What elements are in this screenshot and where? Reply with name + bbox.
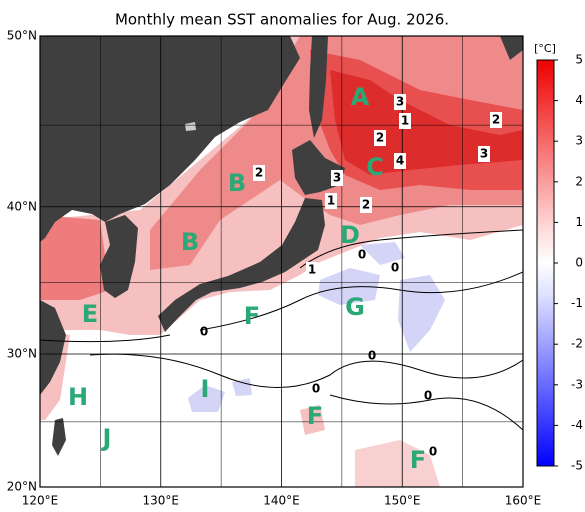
- contour-label: 0: [358, 248, 366, 262]
- contour-label: 2: [376, 131, 384, 145]
- colorbar-tick-label: -1: [571, 296, 583, 310]
- lon-tick-label: 130°E: [143, 494, 180, 508]
- region-label: D: [340, 221, 360, 249]
- lon-tick-label: 150°E: [384, 494, 421, 508]
- colorbar-tick-label: 5: [575, 53, 583, 67]
- colorbar-tick-label: 4: [575, 93, 583, 107]
- colorbar-tick-label: -5: [571, 459, 583, 473]
- lon-tick-label: 160°E: [505, 494, 542, 508]
- colorbar-tick-label: -3: [571, 377, 583, 391]
- contour-label: 4: [396, 154, 404, 168]
- region-label: B: [228, 169, 246, 197]
- colorbar-tick-label: 3: [575, 134, 583, 148]
- colorbar-unit: [°C]: [534, 42, 556, 55]
- title: Monthly mean SST anomalies for Aug. 2026…: [115, 11, 449, 29]
- contour-label: 2: [255, 166, 263, 180]
- region-label: B: [181, 228, 199, 256]
- contour-label: 2: [492, 113, 500, 127]
- contour-label-bg: [253, 165, 265, 181]
- contour-label: 3: [480, 147, 488, 161]
- contour-label: 0: [368, 349, 376, 363]
- region-label: G: [345, 293, 365, 321]
- contour-label: 0: [312, 382, 320, 396]
- contour-label-bg: [331, 170, 343, 186]
- contour-label: 0: [429, 445, 437, 459]
- contour-label: 1: [327, 194, 335, 208]
- contour-label-bg: [490, 112, 502, 128]
- contour-label: 0: [200, 325, 208, 339]
- region-label: H: [68, 383, 88, 411]
- contour-label: 0: [424, 389, 432, 403]
- lat-tick-label: 20°N: [7, 480, 37, 494]
- contour-label-bg: [399, 113, 411, 129]
- region-label: J: [101, 424, 112, 452]
- region-label: C: [366, 153, 384, 181]
- region-label: F: [307, 402, 323, 430]
- contour-label-bg: [360, 197, 372, 213]
- colorbar-tick-label: 2: [575, 174, 583, 188]
- contour-label-bg: [394, 153, 406, 169]
- map-frame: [39, 35, 524, 488]
- lon-tick-label: 140°E: [263, 494, 300, 508]
- contour-label-bg: [478, 146, 490, 162]
- contour-label-bg: [394, 94, 406, 110]
- colorbar-tick-label: -2: [571, 337, 583, 351]
- lat-tick-label: 50°N: [7, 29, 37, 43]
- contour-label: 3: [396, 95, 404, 109]
- region-label: F: [410, 446, 426, 474]
- lon-tick-label: 120°E: [22, 494, 59, 508]
- contour-label: 1: [308, 263, 316, 277]
- region-label: I: [201, 375, 210, 403]
- contour-label: 3: [333, 171, 341, 185]
- colorbar-tick-label: -4: [571, 418, 583, 432]
- region-label: F: [244, 302, 260, 330]
- lat-tick-label: 30°N: [7, 347, 37, 361]
- contour-label-bg: [325, 193, 337, 209]
- contour-label: 2: [362, 198, 370, 212]
- colorbar: [536, 59, 555, 467]
- colorbar-tick-label: 0: [575, 256, 583, 270]
- region-label: E: [82, 300, 98, 328]
- region-label: A: [351, 83, 370, 111]
- colorbar-tick-label: 1: [575, 215, 583, 229]
- contour-label-bg: [374, 130, 386, 146]
- contour-label-bg: [306, 262, 318, 278]
- lat-tick-label: 40°N: [7, 199, 37, 213]
- contour-label: 0: [391, 261, 399, 275]
- contour-label: 1: [401, 114, 409, 128]
